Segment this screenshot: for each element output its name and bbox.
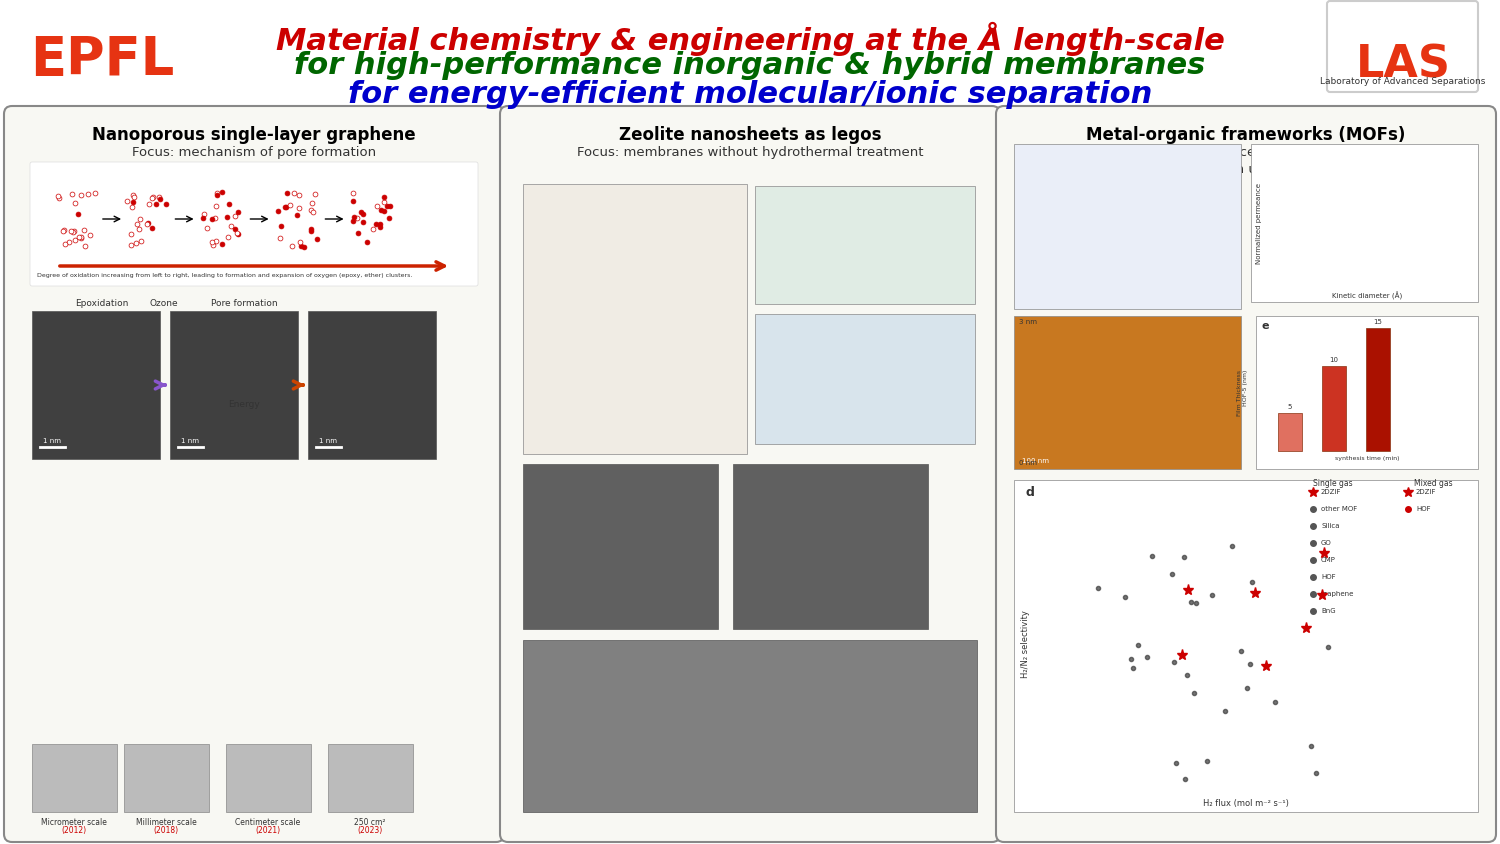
Text: EPFL: EPFL bbox=[30, 34, 174, 86]
FancyBboxPatch shape bbox=[1322, 365, 1346, 451]
FancyBboxPatch shape bbox=[996, 106, 1496, 842]
FancyBboxPatch shape bbox=[1278, 413, 1302, 451]
Text: 250 cm²: 250 cm² bbox=[354, 818, 386, 827]
Text: LAS: LAS bbox=[1356, 44, 1450, 87]
Text: Tunable Å-scale pores, scale-up: Tunable Å-scale pores, scale-up bbox=[148, 163, 358, 178]
Text: Normalized permeance: Normalized permeance bbox=[1256, 183, 1262, 264]
Text: 1 nm: 1 nm bbox=[320, 438, 338, 444]
Text: 0 nm: 0 nm bbox=[1019, 460, 1036, 466]
Text: Degree of oxidation increasing from left to right, leading to formation and expa: Degree of oxidation increasing from left… bbox=[38, 273, 412, 278]
Text: Focus: lattice flexibility,: Focus: lattice flexibility, bbox=[1167, 146, 1324, 159]
Text: (2021): (2021) bbox=[255, 826, 280, 835]
Text: Energy: Energy bbox=[228, 400, 260, 409]
Text: for energy-efficient molecular/ionic separation: for energy-efficient molecular/ionic sep… bbox=[348, 80, 1152, 109]
Text: BnG: BnG bbox=[1322, 608, 1335, 614]
FancyBboxPatch shape bbox=[1366, 327, 1390, 451]
FancyBboxPatch shape bbox=[1014, 144, 1240, 309]
Text: 100 nm: 100 nm bbox=[1022, 458, 1048, 464]
Text: Epoxidation: Epoxidation bbox=[75, 299, 129, 308]
FancyBboxPatch shape bbox=[328, 744, 412, 812]
Text: 15: 15 bbox=[1374, 318, 1383, 324]
FancyBboxPatch shape bbox=[524, 184, 747, 454]
Text: H₂ flux (mol m⁻² s⁻¹): H₂ flux (mol m⁻² s⁻¹) bbox=[1203, 799, 1288, 808]
Text: Film Thickness
HOF-5 (nm): Film Thickness HOF-5 (nm) bbox=[1238, 370, 1248, 416]
FancyBboxPatch shape bbox=[1014, 480, 1478, 812]
Text: Micrometer scale: Micrometer scale bbox=[40, 818, 106, 827]
Text: Mixed gas: Mixed gas bbox=[1413, 479, 1452, 488]
FancyBboxPatch shape bbox=[1256, 316, 1478, 469]
FancyBboxPatch shape bbox=[524, 640, 976, 812]
Text: d: d bbox=[1026, 486, 1035, 499]
Text: 3 nm: 3 nm bbox=[1019, 319, 1036, 325]
FancyBboxPatch shape bbox=[734, 464, 928, 629]
Text: GO: GO bbox=[1322, 540, 1332, 546]
Text: Metal-organic frameworks (MOFs): Metal-organic frameworks (MOFs) bbox=[1086, 126, 1406, 144]
Text: CMP: CMP bbox=[1322, 557, 1336, 563]
FancyBboxPatch shape bbox=[1328, 1, 1478, 92]
FancyBboxPatch shape bbox=[754, 186, 975, 304]
Text: Focus: mechanism of pore formation: Focus: mechanism of pore formation bbox=[132, 146, 376, 159]
Text: Single gas: Single gas bbox=[1312, 479, 1353, 488]
Text: e: e bbox=[1262, 321, 1269, 331]
Text: Zeolite nanosheets as legos: Zeolite nanosheets as legos bbox=[618, 126, 882, 144]
FancyBboxPatch shape bbox=[754, 314, 975, 444]
Text: 1 nm: 1 nm bbox=[182, 438, 200, 444]
Text: 5: 5 bbox=[1288, 404, 1292, 410]
Text: Material chemistry & engineering at the Å length-scale: Material chemistry & engineering at the … bbox=[276, 22, 1224, 57]
FancyBboxPatch shape bbox=[124, 744, 208, 812]
Text: (2012): (2012) bbox=[62, 826, 87, 835]
Text: Silica: Silica bbox=[1322, 523, 1340, 529]
Text: Laboratory of Advanced Separations: Laboratory of Advanced Separations bbox=[1320, 77, 1485, 86]
Text: 1 nm: 1 nm bbox=[44, 438, 62, 444]
FancyBboxPatch shape bbox=[32, 744, 117, 812]
Text: Focus: membranes without hydrothermal treatment: Focus: membranes without hydrothermal tr… bbox=[576, 146, 922, 159]
Text: 2D MOF films with unit-cell thickness: 2D MOF films with unit-cell thickness bbox=[1122, 163, 1370, 176]
Text: for high-performance inorganic & hybrid membranes: for high-performance inorganic & hybrid … bbox=[294, 51, 1206, 80]
FancyBboxPatch shape bbox=[524, 464, 718, 629]
FancyBboxPatch shape bbox=[32, 311, 160, 459]
Text: 10: 10 bbox=[1329, 356, 1338, 363]
Text: 2DZIF: 2DZIF bbox=[1322, 489, 1341, 495]
Text: HOF: HOF bbox=[1322, 574, 1335, 580]
Text: Nanoporous single-layer graphene: Nanoporous single-layer graphene bbox=[92, 126, 416, 144]
Text: other MOF: other MOF bbox=[1322, 506, 1358, 512]
FancyBboxPatch shape bbox=[4, 106, 504, 842]
Text: Pore formation: Pore formation bbox=[210, 299, 278, 308]
Text: H₂/N₂ selectivity: H₂/N₂ selectivity bbox=[1022, 610, 1031, 678]
Text: (2023): (2023) bbox=[357, 826, 382, 835]
Text: graphene: graphene bbox=[1322, 591, 1354, 597]
Text: HOF: HOF bbox=[1416, 506, 1431, 512]
FancyBboxPatch shape bbox=[500, 106, 1000, 842]
Text: Centimeter scale: Centimeter scale bbox=[236, 818, 300, 827]
Text: Ozone: Ozone bbox=[150, 299, 178, 308]
Text: synthesis time (min): synthesis time (min) bbox=[1335, 456, 1400, 461]
FancyBboxPatch shape bbox=[1014, 316, 1240, 469]
FancyBboxPatch shape bbox=[226, 744, 310, 812]
Text: (2018): (2018) bbox=[153, 826, 178, 835]
Text: Kinetic diameter (Å): Kinetic diameter (Å) bbox=[1332, 292, 1402, 300]
Text: 2DZIF: 2DZIF bbox=[1416, 489, 1437, 495]
FancyBboxPatch shape bbox=[1251, 144, 1478, 302]
FancyBboxPatch shape bbox=[30, 162, 478, 286]
Text: Millimeter scale: Millimeter scale bbox=[135, 818, 196, 827]
FancyBboxPatch shape bbox=[170, 311, 298, 459]
FancyBboxPatch shape bbox=[308, 311, 436, 459]
